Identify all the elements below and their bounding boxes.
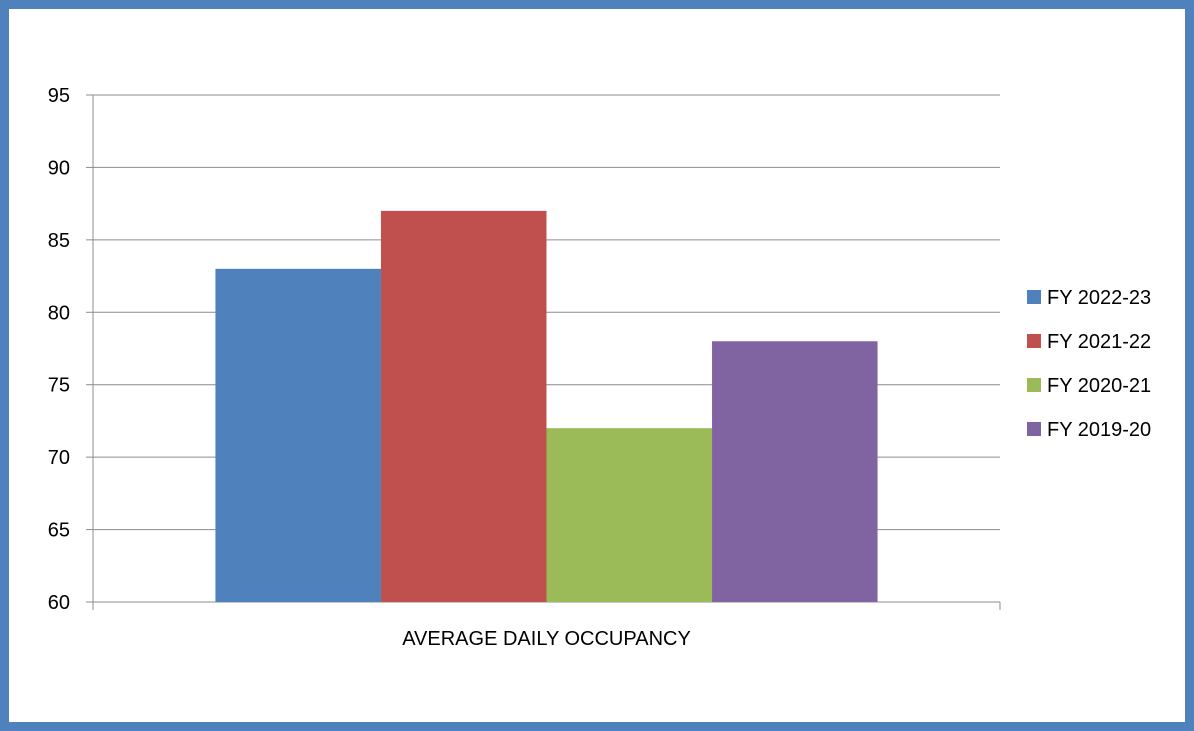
y-tick-label: 80 xyxy=(48,302,70,324)
bar-fy-2020-21 xyxy=(546,428,713,602)
legend-swatch xyxy=(1027,422,1041,436)
x-category-labels: AVERAGE DAILY OCCUPANCY xyxy=(402,628,691,650)
x-category-label: AVERAGE DAILY OCCUPANCY xyxy=(402,628,691,650)
legend-swatch xyxy=(1027,290,1041,304)
legend-label: FY 2019-20 xyxy=(1047,419,1151,441)
legend-swatch xyxy=(1027,378,1041,392)
y-tick-label: 70 xyxy=(48,447,70,469)
bars xyxy=(215,210,878,602)
bar-fy-2019-20 xyxy=(712,341,878,602)
legend: FY 2022-23 FY 2021-22 FY 2020-21 FY 2019-20 xyxy=(1027,287,1151,441)
legend-label: FY 2022-23 xyxy=(1047,287,1151,309)
bar-fy-2021-22 xyxy=(380,210,547,602)
legend-swatch xyxy=(1027,334,1041,348)
legend-label: FY 2021-22 xyxy=(1047,331,1151,353)
y-tick-label: 65 xyxy=(48,520,70,542)
y-tick-label: 95 xyxy=(48,85,70,107)
y-tick-label: 60 xyxy=(48,592,70,614)
y-tick-label: 75 xyxy=(48,375,70,397)
bar-fy-2022-23 xyxy=(215,268,381,602)
y-tick-label: 90 xyxy=(48,157,70,179)
y-tick-label: 85 xyxy=(48,230,70,252)
y-tick-labels: 60 65 70 75 80 85 90 95 xyxy=(48,85,70,614)
legend-label: FY 2020-21 xyxy=(1047,375,1151,397)
